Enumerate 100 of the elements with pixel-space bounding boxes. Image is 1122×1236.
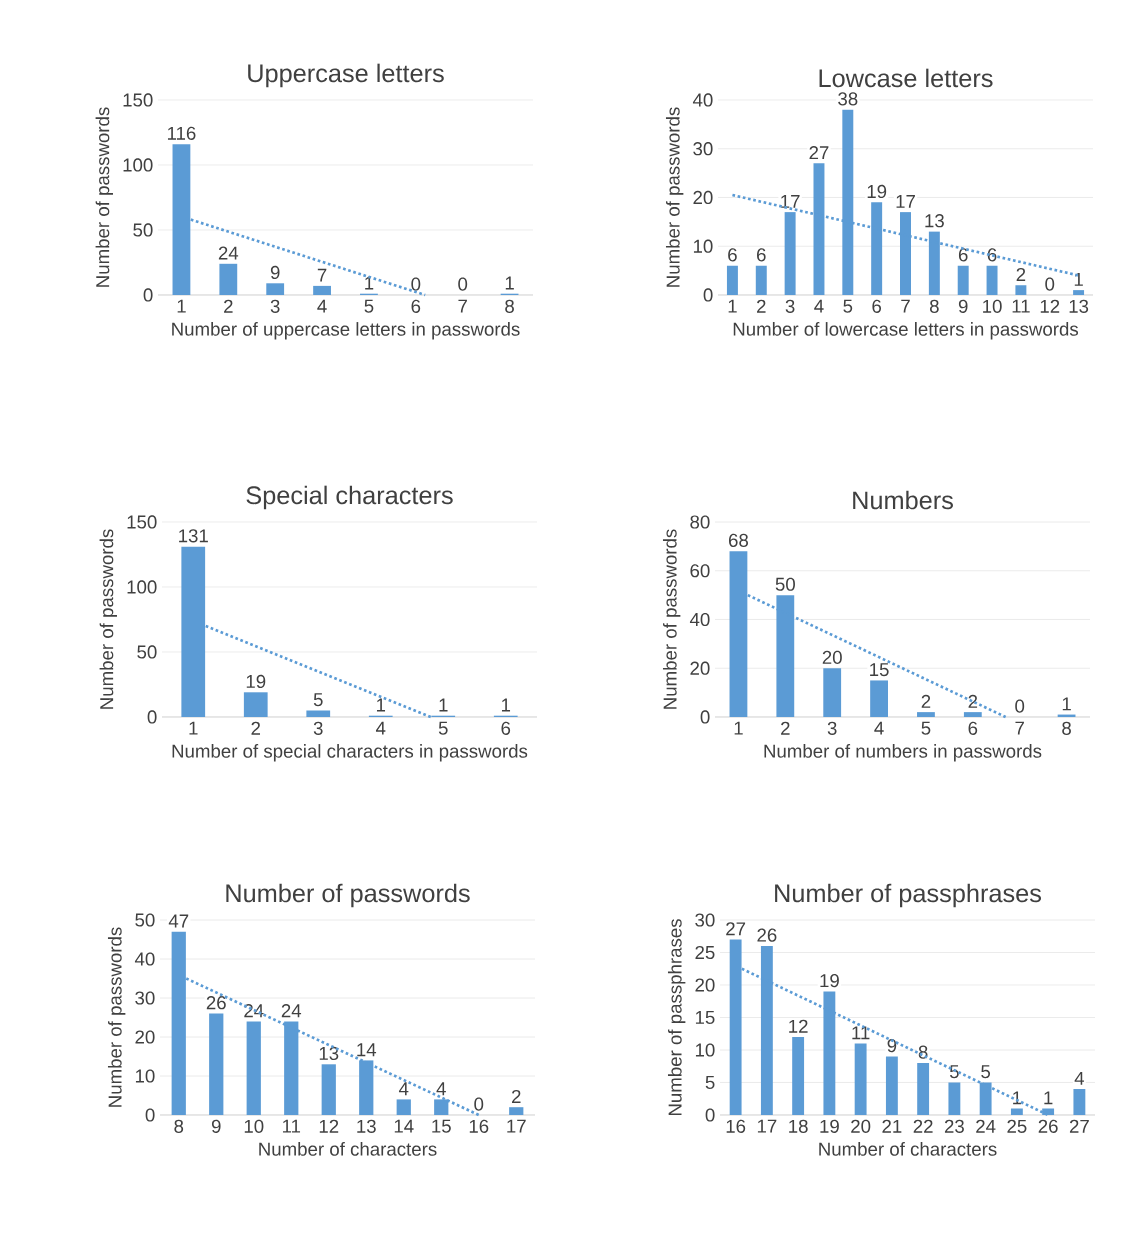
y-axis-title: Number of passwords — [107, 927, 126, 1107]
x-tick-label: 12 — [1040, 299, 1060, 313]
y-tick-label: 25 — [695, 945, 715, 960]
x-tick-label: 2 — [224, 299, 233, 313]
x-tick-label: 6 — [968, 721, 978, 735]
y-tick-label: 10 — [135, 1069, 155, 1083]
bar — [1015, 285, 1027, 295]
data-label: 1 — [1044, 1091, 1053, 1105]
bar — [246, 1021, 261, 1115]
x-axis-title: Number of characters — [819, 1142, 997, 1156]
chart-title: Number of passwords — [226, 883, 470, 908]
data-label: 1 — [365, 276, 374, 290]
chart-title: Numbers — [853, 490, 953, 510]
y-tick-label: 0 — [147, 710, 157, 724]
data-label: 1 — [505, 276, 514, 290]
data-label: 0 — [1015, 699, 1025, 713]
y-tick-label: 10 — [693, 239, 713, 253]
chart-title: Number of passphrases — [775, 883, 1042, 908]
data-label: 2 — [512, 1089, 521, 1103]
y-tick-label: 20 — [695, 978, 715, 992]
y-tick-label: 30 — [693, 142, 713, 156]
x-tick-label: 1 — [734, 721, 743, 735]
data-label: 6 — [958, 248, 968, 262]
x-tick-label: 5 — [438, 721, 448, 735]
chart-title: Special characters — [246, 485, 453, 510]
y-tick-label: 20 — [693, 190, 713, 205]
x-tick-label: 10 — [983, 299, 1002, 313]
data-label: 50 — [775, 577, 795, 591]
x-tick-label: 14 — [394, 1119, 414, 1133]
bar — [1073, 290, 1085, 295]
x-tick-label: 4 — [814, 299, 824, 313]
bar — [986, 265, 998, 295]
bar — [306, 710, 331, 717]
bar — [321, 1064, 336, 1115]
data-label: 13 — [319, 1046, 339, 1061]
x-tick-label: 17 — [507, 1119, 526, 1133]
bar — [266, 283, 285, 295]
data-label: 6 — [728, 248, 737, 262]
x-tick-label: 5 — [843, 299, 853, 313]
y-tick-label: 60 — [690, 564, 710, 578]
data-label: 26 — [757, 928, 777, 942]
x-tick-label: 6 — [411, 299, 421, 313]
bar — [726, 265, 738, 295]
x-tick-label: 3 — [827, 721, 837, 735]
data-label: 9 — [887, 1039, 897, 1053]
x-axis-title: Number of numbers in passwords — [764, 744, 1042, 762]
x-tick-label: 4 — [317, 299, 327, 313]
y-axis-title: Number of passwords — [665, 107, 684, 287]
y-tick-label: 0 — [703, 288, 713, 302]
x-tick-label: 24 — [976, 1119, 996, 1133]
y-tick-label: 100 — [123, 158, 153, 172]
y-tick-label: 0 — [700, 710, 710, 724]
bar — [243, 692, 268, 717]
x-tick-label: 1 — [189, 721, 198, 735]
data-label: 17 — [896, 195, 915, 208]
bar — [917, 712, 935, 717]
y-tick-label: 20 — [690, 661, 710, 675]
bar — [917, 1063, 930, 1115]
data-label: 19 — [867, 184, 887, 199]
x-tick-label: 5 — [921, 721, 931, 735]
y-tick-label: 100 — [127, 580, 157, 594]
x-tick-label: 9 — [958, 299, 968, 313]
y-tick-label: 150 — [127, 515, 157, 529]
y-axis-title: Number of passwords — [95, 107, 113, 287]
y-tick-label: 0 — [143, 288, 153, 302]
data-label: 1 — [501, 698, 511, 712]
x-tick-label: 7 — [901, 299, 910, 313]
y-tick-label: 50 — [137, 645, 157, 659]
x-tick-label: 8 — [1062, 721, 1071, 735]
x-tick-label: 3 — [785, 299, 795, 313]
x-tick-label: 7 — [458, 299, 467, 313]
x-tick-label: 21 — [882, 1119, 902, 1133]
data-label: 0 — [1045, 277, 1055, 291]
x-tick-label: 5 — [364, 299, 374, 313]
data-label: 2 — [968, 694, 978, 708]
data-label: 116 — [167, 126, 196, 140]
y-axis-title: Number of passwords — [99, 529, 117, 709]
bar — [948, 1082, 961, 1115]
data-label: 131 — [179, 529, 208, 543]
x-tick-label: 16 — [726, 1119, 746, 1133]
data-label: 4 — [436, 1082, 446, 1096]
x-tick-label: 4 — [375, 721, 386, 735]
bar — [823, 668, 842, 717]
y-tick-label: 150 — [123, 93, 153, 107]
x-tick-label: 3 — [270, 299, 280, 313]
y-tick-label: 50 — [135, 913, 155, 927]
x-tick-label: 16 — [469, 1119, 489, 1133]
x-tick-label: 2 — [251, 721, 261, 735]
bar — [1010, 1108, 1023, 1115]
data-label: 1 — [1062, 697, 1071, 711]
x-tick-label: 25 — [1007, 1119, 1027, 1133]
x-tick-label: 27 — [1069, 1119, 1089, 1133]
data-label: 5 — [949, 1065, 959, 1079]
x-tick-label: 18 — [789, 1119, 808, 1133]
data-label: 2 — [921, 694, 931, 708]
y-tick-label: 5 — [705, 1075, 715, 1090]
data-label: 6 — [757, 248, 766, 262]
x-tick-label: 1 — [177, 299, 186, 313]
y-tick-label: 30 — [135, 991, 155, 1005]
bar — [957, 265, 969, 295]
